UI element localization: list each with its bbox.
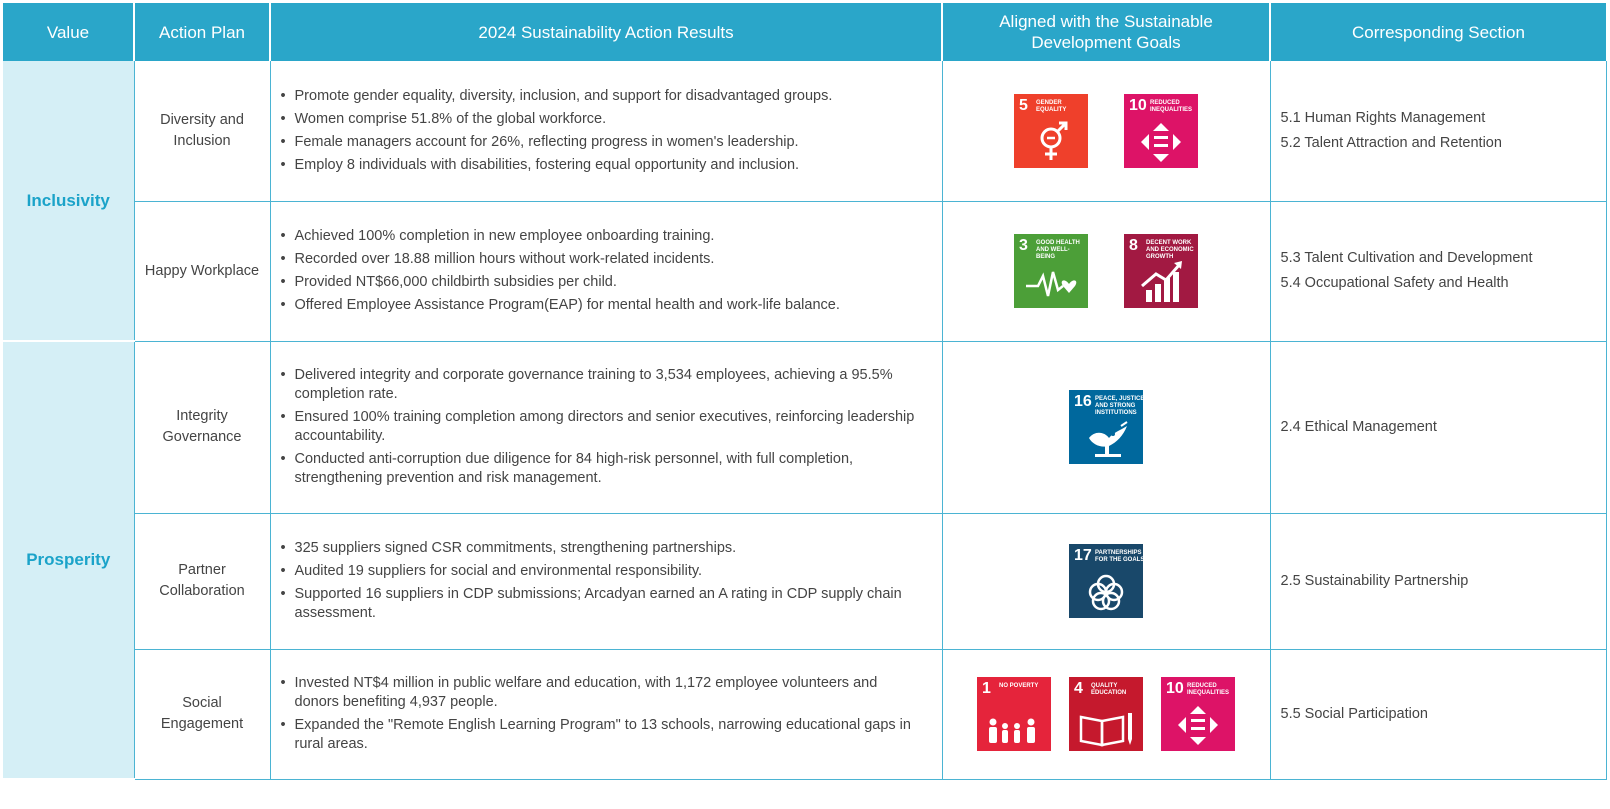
result-item: Supported 16 suppliers in CDP submission…	[281, 585, 926, 623]
sdg-title: PARTNERSHIPS FOR THE GOALS	[1095, 550, 1143, 563]
no-poverty-icon: 1 NO POVERTY	[977, 677, 1051, 751]
sdg-cell: 1 NO POVERTY 4 QUALITY EDUCATION 10 REDUCED I…	[942, 649, 1271, 780]
table-row: Happy Workplace Achieved 100% completion…	[3, 201, 1607, 342]
sdg-icons: 17 PARTNERSHIPS FOR THE GOALS	[943, 544, 1270, 618]
section-item: 5.3 Talent Cultivation and Development	[1280, 250, 1533, 266]
sdg-number: 16	[1074, 393, 1092, 410]
section-item: 2.4 Ethical Management	[1280, 418, 1437, 435]
sdg-title: REDUCED INEQUALITIES	[1150, 99, 1193, 113]
section-item: 5.1 Human Rights Management	[1280, 109, 1486, 126]
result-item: Women comprise 51.8% of the global workf…	[281, 110, 926, 129]
result-item: Invested NT$4 million in public welfare …	[281, 674, 926, 712]
header-value: Value	[3, 3, 135, 61]
sdg-cell: 16 PEACE, JUSTICE AND STRONG INSTITUTIONS	[942, 341, 1271, 514]
plan-cell: Diversity and Inclusion	[134, 61, 271, 202]
section-cell: 2.4 Ethical Management	[1270, 341, 1607, 514]
header-action-plan: Action Plan	[134, 3, 271, 61]
sdg-number: 10	[1129, 96, 1147, 114]
result-item: Provided NT$66,000 childbirth subsidies …	[281, 273, 926, 292]
sdg-number: 1	[982, 680, 991, 697]
results-cell: Promote gender equality, diversity, incl…	[270, 61, 943, 202]
sdg-number: 17	[1074, 547, 1092, 564]
sdg-icons: 3 GOOD HEALTH AND WELL-BEING 8 DECENT WORK …	[943, 234, 1270, 308]
sdg-cell: 5 GENDER EQUALITY 10 REDUCED INEQUALITIES	[942, 61, 1271, 202]
plan-cell: Happy Workplace	[134, 201, 271, 342]
sdg-pictogram	[1079, 713, 1132, 747]
result-item: Employ 8 individuals with disabilities, …	[281, 156, 926, 175]
sdg-title: REDUCED INEQUALITIES	[1187, 683, 1230, 696]
sdg-title: DECENT WORK AND ECONOMIC GROWTH	[1146, 240, 1194, 260]
sdg-title: QUALITY EDUCATION	[1091, 683, 1127, 696]
section-item: 2.5 Sustainability Partnership	[1280, 572, 1469, 589]
header-results: 2024 Sustainability Action Results	[270, 3, 943, 61]
result-item: Expanded the "Remote English Learning Pr…	[281, 716, 926, 754]
header-section: Corresponding Section	[1270, 3, 1606, 61]
sdg-number: 4	[1074, 680, 1083, 697]
section-item: 5.2 Talent Attraction and Retention	[1280, 134, 1502, 151]
result-item: Recorded over 18.88 million hours withou…	[281, 250, 926, 269]
table-row: Partner Collaboration 325 suppliers sign…	[3, 513, 1607, 650]
sdg-pictogram	[1040, 121, 1068, 160]
good-health-icon: 3 GOOD HEALTH AND WELL-BEING	[1014, 234, 1088, 308]
section-item: 5.5 Social Participation	[1280, 705, 1429, 722]
plan-cell: Partner Collaboration	[134, 513, 271, 650]
header-row: Value Action Plan 2024 Sustainability Ac…	[3, 3, 1606, 61]
result-item: Promote gender equality, diversity, incl…	[281, 87, 926, 106]
section-cell: 5.1 Human Rights Management 5.2 Talent A…	[1270, 61, 1607, 202]
sdg-pictogram	[1089, 421, 1128, 457]
result-item: 325 suppliers signed CSR commitments, st…	[281, 539, 926, 558]
value-cell-inclusivity: Inclusivity	[3, 61, 135, 342]
result-item: Audited 19 suppliers for social and envi…	[281, 562, 926, 581]
results-cell: Invested NT$4 million in public welfare …	[270, 649, 943, 780]
sdg-number: 5	[1019, 96, 1028, 114]
partnerships-icon: 17 PARTNERSHIPS FOR THE GOALS	[1069, 544, 1143, 618]
section-cell: 5.5 Social Participation	[1270, 649, 1607, 780]
sdg-pictogram	[1141, 261, 1182, 302]
table-row: Social Engagement Invested NT$4 million …	[3, 649, 1607, 780]
sdg-pictogram	[1088, 574, 1124, 611]
sdg-number: 3	[1019, 237, 1028, 254]
sustainability-table: Value Action Plan 2024 Sustainability Ac…	[3, 3, 1607, 780]
sdg-cell: 3 GOOD HEALTH AND WELL-BEING 8 DECENT WORK …	[942, 201, 1271, 342]
quality-education-icon: 4 QUALITY EDUCATION	[1069, 677, 1143, 751]
gender-equality-icon: 5 GENDER EQUALITY	[1014, 93, 1088, 168]
value-cell-prosperity: Prosperity	[3, 341, 135, 780]
sdg-icons: 5 GENDER EQUALITY 10 REDUCED INEQUALITIES	[943, 93, 1270, 168]
result-item: Ensured 100% training completion among d…	[281, 408, 926, 446]
results-cell: Delivered integrity and corporate govern…	[270, 341, 943, 514]
reduced-inequalities-icon: 10 REDUCED INEQUALITIES	[1161, 677, 1235, 751]
reduced-inequalities-icon: 10 REDUCED INEQUALITIES	[1124, 93, 1198, 168]
sdg-pictogram	[1026, 271, 1077, 297]
decent-work-icon: 8 DECENT WORK AND ECONOMIC GROWTH	[1124, 234, 1198, 308]
header-sdg: Aligned with the Sustainable Development…	[942, 3, 1271, 61]
section-item: 5.4 Occupational Safety and Health	[1280, 275, 1509, 291]
result-item: Offered Employee Assistance Program(EAP)…	[281, 296, 926, 315]
sdg-number: 8	[1129, 237, 1138, 254]
sdg-cell: 17 PARTNERSHIPS FOR THE GOALS	[942, 513, 1271, 650]
sdg-pictogram	[1141, 122, 1181, 162]
table-row: Prosperity Integrity Governance Delivere…	[3, 341, 1607, 780]
section-cell: 5.3 Talent Cultivation and Development 5…	[1270, 201, 1607, 342]
result-item: Achieved 100% completion in new employee…	[281, 227, 926, 246]
table-row: Inclusivity Diversity and Inclusion Prom…	[3, 61, 1607, 342]
sdg-pictogram	[1178, 706, 1218, 745]
result-item: Female managers account for 26%, reflect…	[281, 133, 926, 152]
sdg-title: PEACE, JUSTICE AND STRONG INSTITUTIONS	[1095, 396, 1143, 416]
sdg-title: NO POVERTY	[999, 683, 1039, 689]
results-cell: Achieved 100% completion in new employee…	[270, 201, 943, 342]
result-item: Conducted anti-corruption due diligence …	[281, 450, 926, 488]
section-cell: 2.5 Sustainability Partnership	[1270, 513, 1607, 650]
result-item: Delivered integrity and corporate govern…	[281, 366, 926, 404]
plan-cell: Social Engagement	[134, 649, 271, 780]
sdg-number: 10	[1166, 680, 1184, 697]
sdg-icons: 16 PEACE, JUSTICE AND STRONG INSTITUTIONS	[943, 390, 1270, 464]
plan-cell: Integrity Governance	[134, 341, 271, 514]
sdg-pictogram	[989, 718, 1035, 743]
sdg-title: GENDER EQUALITY	[1036, 99, 1067, 113]
results-cell: 325 suppliers signed CSR commitments, st…	[270, 513, 943, 650]
sdg-icons: 1 NO POVERTY 4 QUALITY EDUCATION 10 REDUCED I…	[943, 677, 1270, 751]
sdg-title: GOOD HEALTH AND WELL-BEING	[1036, 240, 1080, 260]
peace-justice-icon: 16 PEACE, JUSTICE AND STRONG INSTITUTIONS	[1069, 390, 1143, 464]
